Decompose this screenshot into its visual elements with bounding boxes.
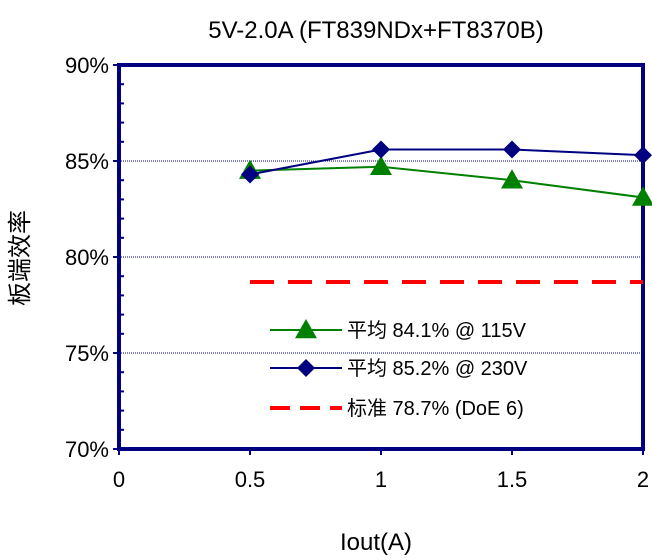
y-tick-label-3: 85%: [65, 149, 109, 174]
series-0-point-2: [501, 169, 523, 189]
legend-marker-1: [297, 359, 315, 377]
legend-item-1: 平均 85.2% @ 230V: [270, 357, 528, 380]
axis-ticks: [113, 64, 644, 455]
x-axis-label: Iout(A): [340, 529, 412, 556]
y-tick-label-2: 80%: [65, 245, 109, 270]
series-layer: [239, 140, 652, 284]
x-tick-label-0: 0: [113, 467, 125, 492]
series-1-point-0: [241, 165, 259, 184]
legend-marker-0: [295, 319, 317, 339]
series-1-point-3: [634, 146, 652, 165]
x-tick-labels: 0 0.5 1 1.5 2: [113, 467, 649, 492]
legend-item-2: 标准 78.7% (DoE 6): [270, 397, 524, 420]
legend-label-0: 平均 84.1% @ 115V: [347, 319, 527, 342]
legend-item-0: 平均 84.1% @ 115V: [270, 319, 527, 342]
series-0-point-3: [632, 186, 652, 206]
y-tick-label-4: 90%: [65, 53, 109, 78]
y-tick-label-1: 75%: [65, 341, 109, 366]
x-tick-label-4: 2: [637, 467, 649, 492]
series-1-point-2: [503, 140, 521, 159]
series-0: [239, 155, 652, 206]
x-tick-label-3: 1.5: [497, 467, 528, 492]
series-1-point-1: [372, 140, 390, 159]
y-tick-label-0: 70%: [65, 437, 109, 462]
series-1: [241, 140, 652, 184]
legend-label-1: 平均 85.2% @ 230V: [347, 357, 528, 380]
y-tick-labels: 70% 75% 80% 85% 90%: [65, 53, 109, 462]
series-1-line: [249, 148, 644, 176]
chart-title: 5V-2.0A (FT839NDx+FT8370B): [208, 17, 543, 44]
x-tick-label-2: 1: [375, 467, 387, 492]
legend: 平均 84.1% @ 115V 平均 85.2% @ 230V 标准 78.7% (…: [270, 319, 528, 420]
x-tick-label-1: 0.5: [235, 467, 266, 492]
legend-label-2: 标准 78.7% (DoE 6): [347, 397, 524, 420]
series-0-point-1: [370, 155, 392, 176]
series-0-line: [249, 165, 644, 199]
y-axis-label: 板端效率: [7, 210, 34, 306]
